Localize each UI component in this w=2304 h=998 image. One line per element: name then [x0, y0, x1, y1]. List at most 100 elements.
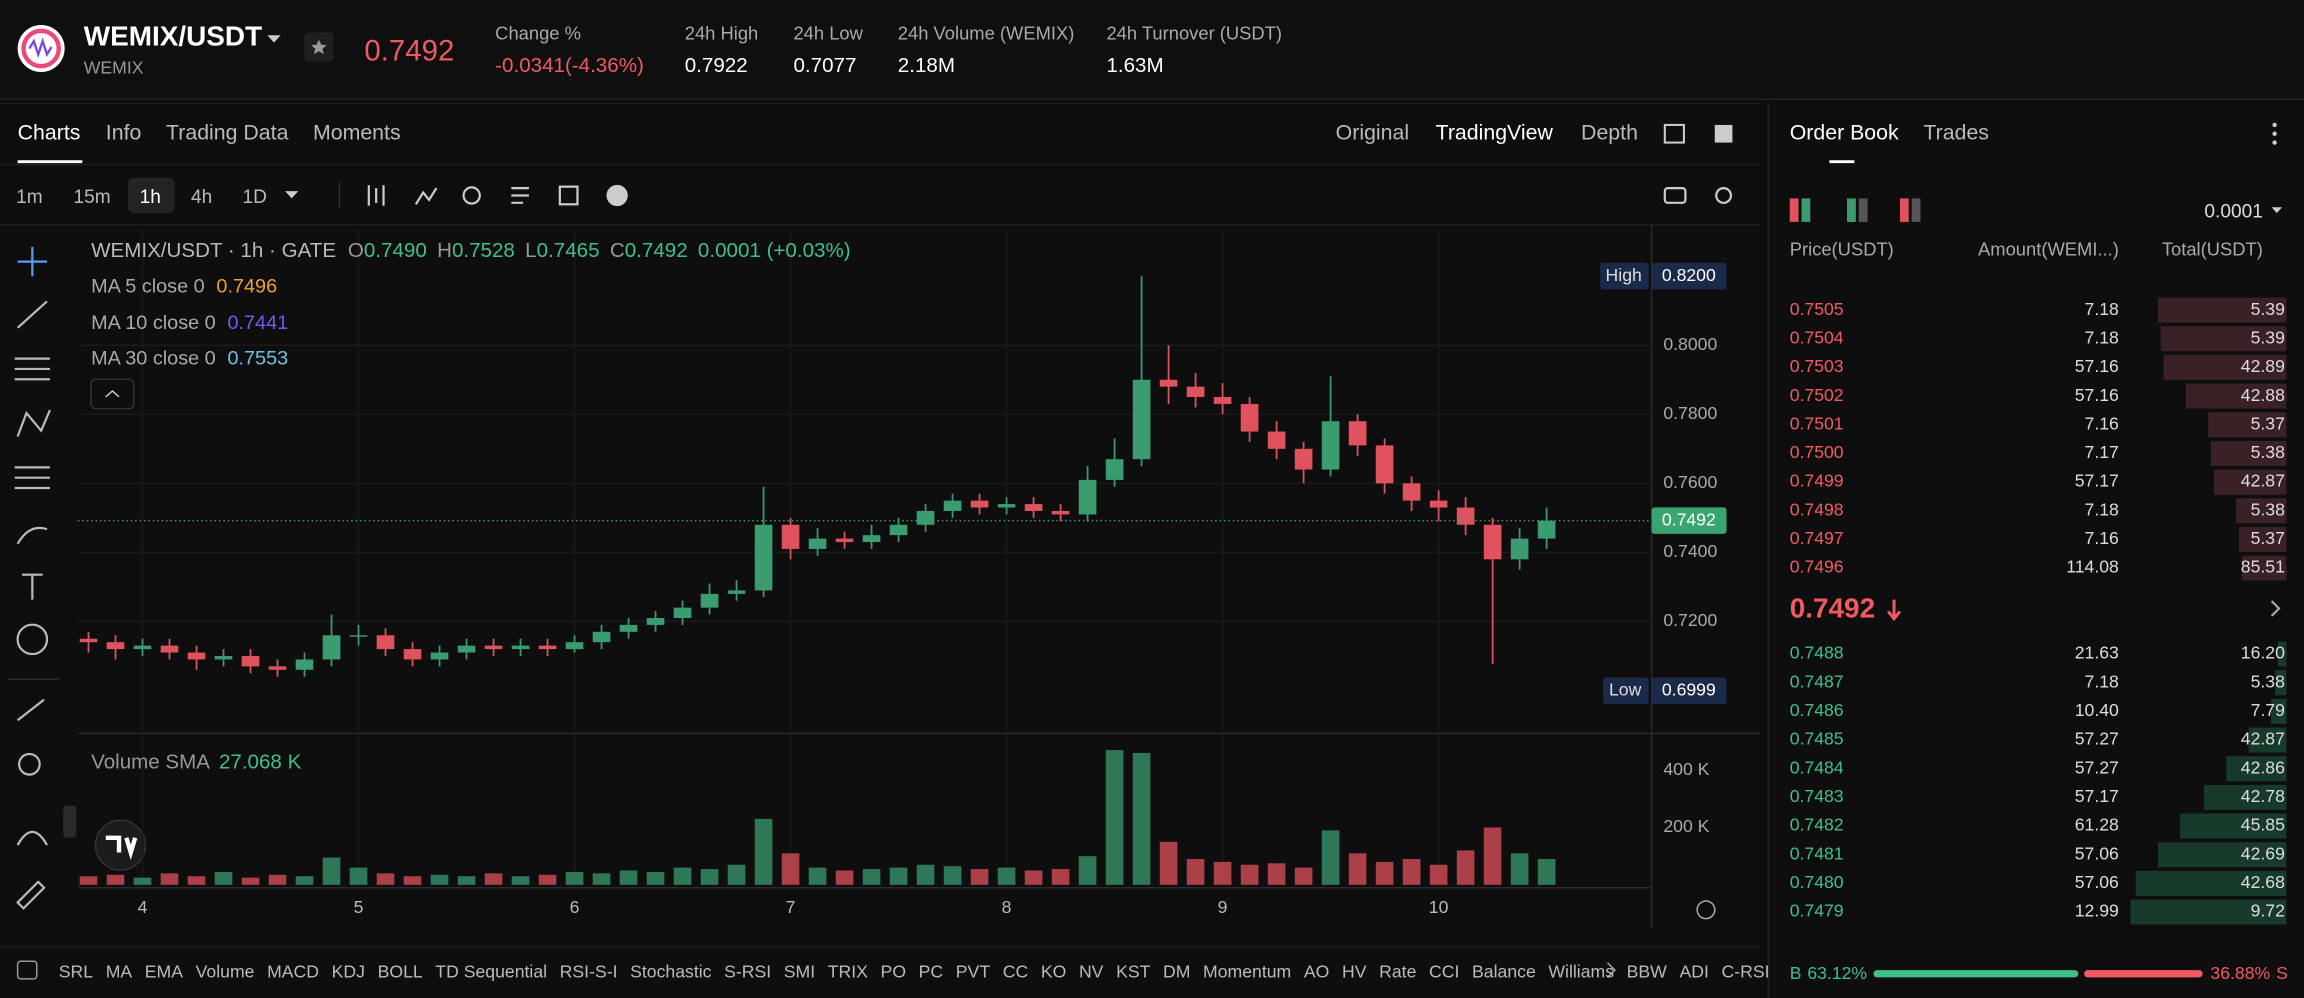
chart-tab[interactable]: Info	[105, 121, 142, 146]
volume-bar	[565, 871, 584, 885]
candle-body	[295, 659, 314, 670]
indicator[interactable]: Stochastic	[630, 961, 712, 982]
candle-body	[1402, 483, 1421, 501]
indicator[interactable]: TRIX	[827, 961, 868, 982]
indicator[interactable]: RSI-S-I	[559, 961, 618, 982]
order-amount: 57.17	[2075, 471, 2119, 491]
legend-title: WEMIX/USDT · 1h · GATE	[91, 238, 337, 262]
indicator[interactable]: MACD	[267, 961, 320, 982]
indicator[interactable]: KST	[1116, 961, 1151, 982]
indicator[interactable]: CC	[1002, 961, 1029, 982]
candle-body	[1429, 500, 1448, 508]
volume-bar	[268, 874, 287, 885]
pair-name[interactable]: WEMIX/USDT	[83, 22, 263, 53]
volume-bar	[943, 866, 962, 885]
order-price: 0.7482	[1790, 815, 1844, 835]
collapse-legend[interactable]	[90, 378, 135, 410]
chart-tab[interactable]: Trading Data	[166, 121, 289, 146]
order-book-tab[interactable]: Trades	[1923, 121, 1989, 146]
chevron[interactable]	[2270, 600, 2281, 617]
indicator[interactable]: C-RSI	[1721, 961, 1770, 982]
indicator[interactable]: DM	[1162, 961, 1191, 982]
order-total: 45.85	[2241, 815, 2285, 835]
scroll-right[interactable]	[1606, 962, 1616, 978]
indicator[interactable]: EMA	[144, 961, 184, 982]
interval-dropdown[interactable]	[285, 191, 299, 199]
layout-icon[interactable]	[1714, 124, 1733, 143]
candle-body	[835, 538, 854, 543]
layout-toggles[interactable]	[1789, 198, 1921, 222]
high-marker-name: High	[1606, 265, 1642, 285]
fullscreen-icon[interactable]	[1663, 123, 1685, 144]
indicator[interactable]: ADI	[1679, 961, 1709, 982]
chart-view[interactable]: Depth	[1581, 121, 1638, 146]
indicator[interactable]: MA	[105, 961, 133, 982]
order-total: 85.51	[2241, 557, 2285, 577]
x-tick-label: 7	[786, 897, 796, 917]
precision[interactable]: 0.0001	[2204, 199, 2263, 222]
volume-title: Volume SMA	[91, 749, 211, 774]
collapse-toolbar[interactable]	[63, 805, 77, 838]
order-total: 7.79	[2251, 700, 2285, 720]
precision-dropdown[interactable]	[2271, 207, 2282, 214]
indicator[interactable]: Williams	[1548, 961, 1615, 982]
indicator[interactable]: Balance	[1472, 961, 1536, 982]
interval[interactable]: 4h	[191, 185, 213, 208]
indicator[interactable]: BBW	[1626, 961, 1667, 982]
chart-view[interactable]: TradingView	[1435, 121, 1553, 146]
indicator[interactable]: KO	[1040, 961, 1067, 982]
candle-body	[673, 607, 692, 619]
indicator[interactable]: SRL	[58, 961, 94, 982]
indicator[interactable]: PC	[918, 961, 944, 982]
indicator[interactable]: Momentum	[1203, 961, 1292, 982]
order-amount: 57.06	[2075, 872, 2119, 892]
interval[interactable]: 1h	[139, 185, 161, 208]
y-tick-label: 0.8000	[1663, 334, 1717, 354]
chart-tab[interactable]: Charts	[17, 121, 81, 146]
indicator[interactable]: KDJ	[331, 961, 365, 982]
indicator[interactable]: NV	[1078, 961, 1104, 982]
indicator[interactable]: HV	[1342, 961, 1367, 982]
order-total: 5.37	[2251, 528, 2285, 548]
order-amount: 61.28	[2075, 815, 2119, 835]
legend-change: 0.0001 (+0.03%)	[697, 238, 851, 262]
calendar-icon[interactable]	[16, 960, 38, 980]
candle-body	[808, 538, 827, 549]
depth-bar	[2135, 870, 2287, 896]
indicator[interactable]: PO	[880, 961, 907, 982]
y-tick-label: 0.7600	[1663, 472, 1717, 492]
indicator[interactable]: TD Sequential	[435, 961, 548, 982]
indicator[interactable]: SMI	[783, 961, 816, 982]
indicator[interactable]: AO	[1303, 961, 1330, 982]
indicator[interactable]: S-RSI	[724, 961, 772, 982]
dropdown-icon[interactable]	[267, 35, 281, 43]
stat-label: 24h High	[684, 23, 759, 45]
interval[interactable]: 1D	[242, 185, 267, 208]
chart-view[interactable]: Original	[1335, 121, 1410, 146]
chart-tools[interactable]	[367, 184, 1733, 207]
volume-bar	[727, 864, 746, 885]
order-total: 16.20	[2241, 643, 2285, 663]
depth-bar	[2208, 412, 2287, 438]
interval[interactable]: 15m	[73, 185, 111, 208]
candle-body	[727, 590, 746, 594]
drawing-toolbar[interactable]	[14, 246, 51, 910]
candle-body	[376, 635, 395, 650]
candle-body	[457, 645, 476, 653]
indicator[interactable]: PVT	[955, 961, 991, 982]
indicator[interactable]: BOLL	[377, 961, 423, 982]
menu-dots[interactable]	[2272, 122, 2277, 145]
interval[interactable]: 1m	[16, 185, 43, 208]
indicator[interactable]: CCI	[1429, 961, 1460, 982]
study-name: MA 5 close 0	[91, 274, 205, 297]
buy-ratio-bar	[1873, 970, 2079, 978]
indicator[interactable]: Volume	[195, 961, 255, 982]
order-book-tab[interactable]: Order Book	[1789, 121, 1899, 146]
indicator[interactable]: Rate	[1379, 961, 1417, 982]
settings-icon[interactable]	[1696, 900, 1716, 920]
candle-body	[781, 524, 800, 549]
candle-body	[160, 645, 179, 653]
chart-tab[interactable]: Moments	[312, 121, 401, 146]
order-amount: 12.99	[2075, 901, 2119, 921]
